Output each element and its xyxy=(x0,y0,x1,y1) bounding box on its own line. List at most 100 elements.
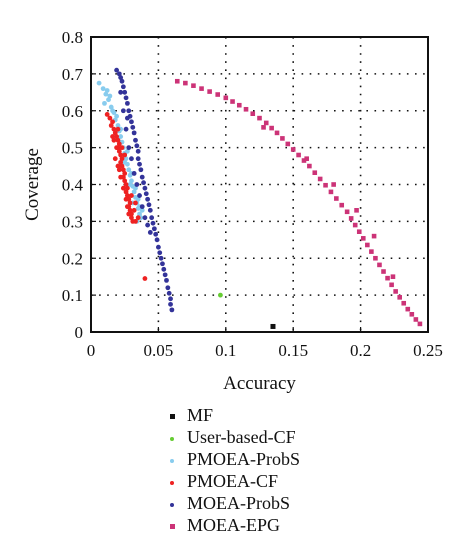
data-point xyxy=(334,196,339,201)
data-point xyxy=(385,275,390,281)
data-point xyxy=(115,137,121,143)
data-point xyxy=(123,189,129,195)
legend-entry: MOEA-EPG xyxy=(165,514,300,536)
data-point xyxy=(127,200,133,206)
data-point xyxy=(413,317,419,322)
data-point xyxy=(143,191,149,197)
data-point xyxy=(166,290,172,296)
data-point xyxy=(118,159,124,165)
data-point xyxy=(107,93,113,99)
data-point xyxy=(191,83,196,88)
data-point xyxy=(123,196,129,202)
data-point xyxy=(103,91,109,97)
data-point xyxy=(135,215,141,221)
data-point xyxy=(124,100,130,106)
data-point xyxy=(168,296,173,302)
data-point xyxy=(131,171,137,176)
data-point xyxy=(138,167,144,173)
data-point xyxy=(153,231,159,237)
data-point xyxy=(134,182,140,187)
data-point xyxy=(360,236,366,241)
data-point xyxy=(393,289,398,294)
data-point xyxy=(124,193,130,198)
data-point xyxy=(381,269,386,274)
legend-marker-icon xyxy=(165,494,179,512)
series-moea-epg xyxy=(174,78,423,327)
data-point xyxy=(145,196,151,202)
data-point xyxy=(156,244,161,250)
data-point xyxy=(110,134,115,139)
data-point xyxy=(218,292,223,298)
data-point xyxy=(352,222,358,228)
data-point xyxy=(137,193,142,198)
data-point xyxy=(373,255,378,261)
data-point xyxy=(108,123,114,128)
data-point xyxy=(150,220,156,226)
data-point xyxy=(122,178,128,184)
y-tick-label: 0.3 xyxy=(62,212,83,231)
data-points xyxy=(96,67,423,329)
data-point xyxy=(114,67,120,73)
data-point xyxy=(119,78,125,84)
data-point xyxy=(158,255,164,261)
series-pmoea-cf xyxy=(104,112,148,281)
data-point xyxy=(122,171,128,176)
y-axis-title: Coverage xyxy=(22,148,43,221)
data-point xyxy=(123,156,129,162)
data-point xyxy=(104,88,110,93)
data-point xyxy=(96,80,102,86)
data-point xyxy=(118,89,124,95)
data-point xyxy=(307,163,312,169)
data-point xyxy=(257,115,262,121)
data-point xyxy=(304,156,309,161)
data-point xyxy=(141,180,146,186)
data-point xyxy=(124,185,130,191)
data-point xyxy=(409,312,415,317)
data-point xyxy=(269,125,274,131)
data-point xyxy=(161,266,167,272)
data-point xyxy=(124,204,130,210)
axis-ticks: 0 0.05 0.1 0.15 0.2 0.25 0 0.1 0.2 0.3 0.4 0.5 0.6 0.… xyxy=(62,28,443,360)
data-point xyxy=(274,130,280,136)
data-point xyxy=(215,92,221,97)
data-point xyxy=(371,233,377,239)
data-point xyxy=(223,95,229,101)
data-point xyxy=(110,108,115,114)
chart-legend: MF User-based-CF PMOEA-ProbS PMOEA-CF MOEA-P… xyxy=(165,404,300,536)
data-point xyxy=(100,86,106,92)
data-point xyxy=(106,97,111,103)
legend-entry: MF xyxy=(165,404,300,426)
data-point xyxy=(116,71,122,77)
data-point xyxy=(147,207,153,213)
data-point xyxy=(118,75,124,80)
data-point xyxy=(301,158,307,163)
data-point xyxy=(139,204,145,210)
data-point xyxy=(134,143,140,149)
data-point xyxy=(115,123,121,128)
legend-label: PMOEA-ProbS xyxy=(187,448,301,469)
data-point xyxy=(169,307,175,313)
y-tick-label: 0.4 xyxy=(62,176,84,195)
y-tick-label: 0.8 xyxy=(62,28,83,47)
data-point xyxy=(207,89,212,94)
legend-marker-icon xyxy=(165,516,179,534)
legend-label: MF xyxy=(187,404,214,425)
y-tick-label: 0.5 xyxy=(62,139,83,158)
legend-entry: PMOEA-ProbS xyxy=(165,448,300,470)
legend-label: MOEA-ProbS xyxy=(187,492,291,513)
data-point xyxy=(126,211,132,217)
data-point xyxy=(142,215,148,221)
data-point xyxy=(131,189,137,195)
data-point xyxy=(123,182,129,187)
y-tick-label: 0.1 xyxy=(62,286,83,305)
data-point xyxy=(164,277,169,283)
data-point xyxy=(120,185,126,191)
data-point xyxy=(296,152,301,158)
data-point xyxy=(133,218,138,224)
data-point xyxy=(133,200,138,206)
data-point xyxy=(157,250,163,256)
data-point xyxy=(127,207,133,213)
y-tick-label: 0.7 xyxy=(62,65,84,84)
data-point xyxy=(124,115,130,121)
data-point xyxy=(280,136,285,141)
